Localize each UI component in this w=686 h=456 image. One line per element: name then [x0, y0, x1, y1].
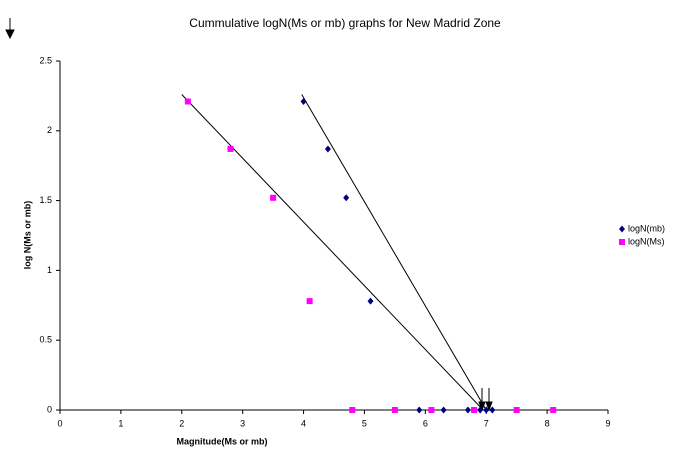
point: [513, 407, 520, 413]
legend-label: logN(Ms): [628, 236, 665, 246]
point: [306, 298, 313, 305]
point: [477, 406, 484, 414]
y-tick-label: 0: [47, 404, 52, 414]
point: [324, 145, 331, 153]
x-tick-label: 2: [179, 418, 184, 428]
x-tick-label: 1: [118, 418, 123, 428]
trendline: [181, 94, 484, 411]
x-tick-label: 8: [545, 418, 550, 428]
x-tick-label: 0: [57, 418, 62, 428]
x-tick-label: 5: [362, 418, 367, 428]
legend-marker: [619, 239, 625, 245]
x-tick-label: 3: [240, 418, 245, 428]
point: [416, 406, 423, 414]
y-tick-label: 0.5: [39, 335, 52, 345]
point: [483, 406, 490, 414]
point: [349, 407, 356, 413]
x-tick-label: 6: [423, 418, 428, 428]
legend-label: logN(mb): [628, 223, 665, 233]
point: [391, 407, 398, 413]
chart-title: Cummulative logN(Ms or mb) graphs for Ne…: [189, 16, 501, 30]
y-axis-title: log N(Ms or mb): [22, 201, 32, 270]
point: [227, 145, 234, 152]
legend-marker: [619, 225, 625, 233]
x-axis-title: Magnitude(Ms or mb): [177, 436, 268, 446]
point: [184, 98, 191, 105]
point: [464, 406, 471, 414]
legend-box: [614, 219, 682, 251]
point: [270, 194, 277, 201]
y-tick-label: 2.5: [39, 55, 52, 65]
y-tick-label: 1: [47, 265, 52, 275]
trendline: [301, 94, 487, 411]
y-tick-label: 2: [47, 125, 52, 135]
point: [343, 194, 350, 202]
y-tick-label: 1.5: [39, 195, 52, 205]
point: [550, 407, 557, 413]
point: [300, 97, 307, 105]
annotation-arrows: [5, 18, 493, 412]
x-tick-label: 9: [605, 418, 610, 428]
x-tick-label: 7: [484, 418, 489, 428]
point: [428, 407, 435, 413]
point: [367, 297, 374, 305]
point: [471, 407, 478, 413]
x-tick-label: 4: [301, 418, 306, 428]
point: [440, 406, 447, 414]
point: [489, 406, 496, 414]
